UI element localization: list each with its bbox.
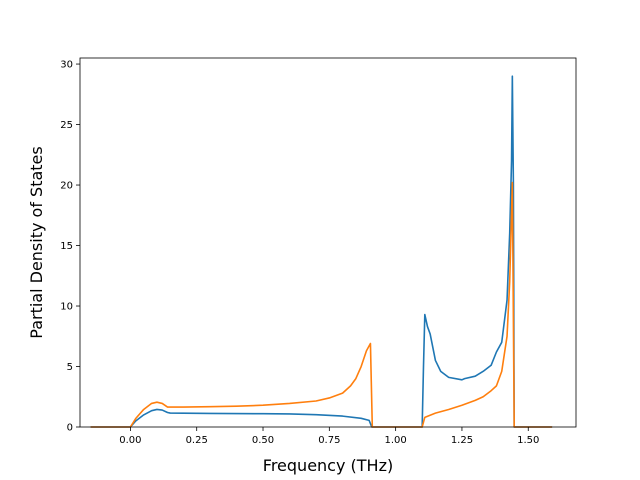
x-tick-label: 0.25 <box>186 435 208 446</box>
x-tick-label: 1.50 <box>517 435 539 446</box>
x-tick-label: 1.00 <box>385 435 407 446</box>
series-lines <box>90 75 553 428</box>
y-tick-label: 0 <box>67 423 73 434</box>
y-tick-label: 25 <box>60 120 73 131</box>
x-axis: 0.00 0.25 0.50 0.75 1.00 1.25 1.50 <box>119 427 539 446</box>
x-tick-label: 0.50 <box>252 435 274 446</box>
x-tick-label: 0.75 <box>318 435 340 446</box>
y-tick-label: 20 <box>60 181 73 192</box>
x-axis-label: Frequency (THz) <box>263 456 393 475</box>
series-line-2 <box>90 181 553 428</box>
x-tick-label: 0.00 <box>119 435 141 446</box>
series-line-1 <box>90 75 553 428</box>
y-axis-label: Partial Density of States <box>27 146 46 338</box>
y-tick-label: 10 <box>60 302 73 313</box>
y-tick-label: 5 <box>67 362 73 373</box>
y-axis: 0 5 10 15 20 25 30 <box>60 60 80 434</box>
y-tick-label: 30 <box>60 60 73 71</box>
x-tick-label: 1.25 <box>451 435 473 446</box>
y-tick-label: 15 <box>60 241 73 252</box>
plot-frame <box>79 57 577 428</box>
